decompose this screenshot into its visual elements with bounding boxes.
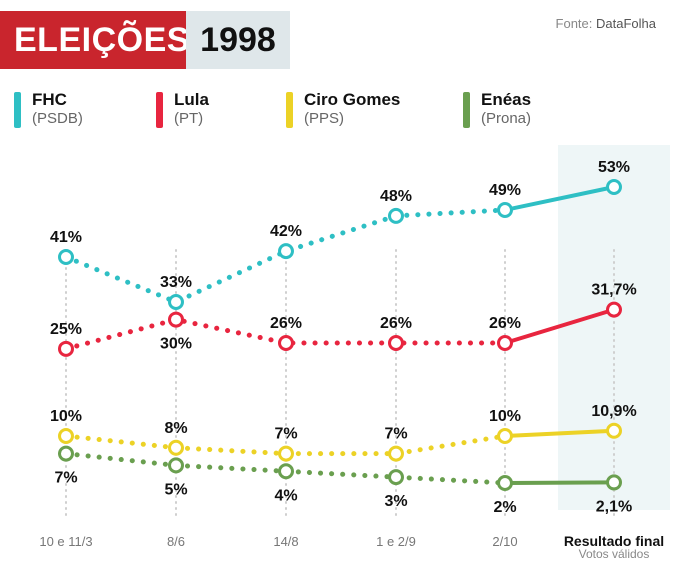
- point-en-as-1: [168, 457, 184, 474]
- legend-swatch-eneas: [463, 92, 470, 128]
- data-label-fhc-4: 49%: [489, 182, 521, 199]
- x-tick-sublabel-final: Votos válidos: [579, 547, 650, 561]
- point-en-as-5: [606, 474, 622, 491]
- page-title: ELEIÇÕES: [0, 11, 189, 69]
- legend-swatch-ciro: [286, 92, 293, 128]
- source-name: DataFolha: [596, 16, 656, 31]
- source-label: Fonte:: [555, 16, 593, 31]
- point-fhc-3: [388, 207, 404, 224]
- legend-name-fhc: FHC: [32, 90, 67, 109]
- point-ciro-gomes-1: [168, 439, 184, 456]
- legend-name-lula: Lula: [174, 90, 209, 109]
- data-label-en-as-0: 7%: [54, 470, 77, 487]
- legend-swatch-lula: [156, 92, 163, 128]
- data-label-lula-3: 26%: [380, 315, 412, 332]
- data-label-lula-5: 31,7%: [591, 282, 636, 299]
- x-tick-label-3: 1 e 2/9: [376, 534, 416, 549]
- data-label-ciro-gomes-3: 7%: [384, 426, 407, 443]
- point-lula-0: [58, 340, 74, 357]
- data-label-fhc-0: 41%: [50, 229, 82, 246]
- data-label-lula-0: 25%: [50, 321, 82, 338]
- series-line-final-lula: [503, 307, 616, 345]
- data-label-ciro-gomes-0: 10%: [50, 408, 82, 425]
- data-label-en-as-4: 2%: [493, 499, 516, 516]
- legend-party-eneas: (Prona): [481, 110, 532, 127]
- point-fhc-2: [278, 243, 294, 260]
- x-tick-label-4: 2/10: [492, 534, 517, 549]
- point-en-as-4: [497, 475, 513, 491]
- data-label-en-as-2: 4%: [274, 487, 297, 504]
- legend-party-fhc: (PSDB): [32, 110, 83, 127]
- data-label-ciro-gomes-2: 7%: [274, 426, 297, 443]
- x-tick-label-5: Resultado final: [564, 533, 664, 549]
- data-label-lula-2: 26%: [270, 315, 302, 332]
- series-line-final-fhc: [503, 185, 616, 212]
- data-label-fhc-2: 42%: [270, 223, 302, 240]
- point-fhc-0: [58, 249, 74, 265]
- x-tick-label-2: 14/8: [273, 534, 298, 549]
- point-lula-3: [388, 335, 404, 351]
- point-en-as-3: [388, 469, 404, 486]
- data-label-en-as-5: 2,1%: [596, 498, 632, 515]
- point-lula-5: [606, 301, 622, 318]
- point-ciro-gomes-0: [58, 428, 74, 444]
- x-tick-label-0: 10 e 11/3: [39, 534, 92, 549]
- legend-party-ciro: (PPS): [304, 110, 345, 127]
- x-tick-label-1: 8/6: [167, 534, 185, 549]
- series-line-final-ciro-gomes: [503, 428, 616, 438]
- point-lula-4: [497, 335, 513, 351]
- point-ciro-gomes-5: [606, 422, 622, 439]
- title-year: 1998: [186, 11, 290, 69]
- point-fhc-5: [606, 179, 622, 195]
- point-fhc-4: [497, 202, 513, 218]
- source-credit: Fonte: DataFolha: [556, 16, 656, 31]
- point-en-as-2: [278, 463, 294, 480]
- data-label-en-as-3: 3%: [384, 493, 407, 510]
- series-line-dotted-fhc: [63, 207, 508, 305]
- point-ciro-gomes-2: [278, 445, 294, 462]
- data-label-ciro-gomes-1: 8%: [164, 420, 187, 437]
- point-ciro-gomes-3: [388, 445, 404, 462]
- series-line-dotted-lula: [63, 317, 508, 352]
- data-label-en-as-1: 5%: [164, 481, 187, 498]
- legend-name-ciro: Ciro Gomes: [304, 90, 401, 109]
- data-label-fhc-5: 53%: [598, 159, 630, 176]
- data-label-lula-1: 30%: [160, 336, 192, 353]
- legend-party-lula: (PT): [174, 110, 204, 127]
- legend-swatch-fhc: [14, 92, 21, 128]
- data-label-ciro-gomes-5: 10,9%: [591, 403, 636, 420]
- data-label-fhc-3: 48%: [380, 188, 412, 205]
- data-label-fhc-1: 33%: [160, 274, 192, 291]
- legend-name-eneas: Enéas: [481, 90, 532, 109]
- point-ciro-gomes-4: [497, 428, 513, 444]
- series-line-final-en-as: [503, 480, 616, 485]
- data-label-lula-4: 26%: [489, 315, 521, 332]
- point-fhc-1: [168, 294, 184, 310]
- point-en-as-0: [58, 445, 74, 462]
- data-label-ciro-gomes-4: 10%: [489, 408, 521, 425]
- point-lula-2: [278, 335, 294, 351]
- point-lula-1: [168, 311, 184, 328]
